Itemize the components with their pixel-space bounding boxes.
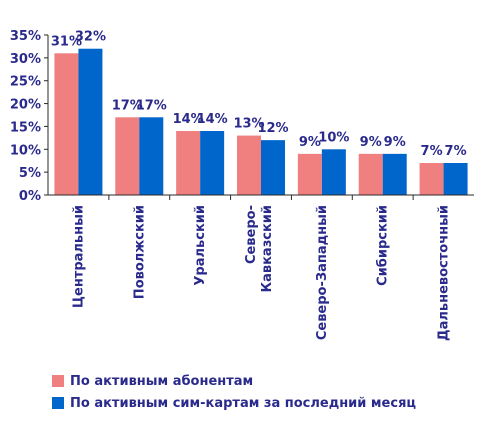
bar bbox=[443, 163, 468, 195]
y-tick-label: 30% bbox=[10, 52, 41, 67]
data-label: 14% bbox=[173, 112, 204, 127]
y-tick-label: 10% bbox=[10, 143, 41, 158]
data-label: 13% bbox=[233, 117, 264, 132]
data-label: 31% bbox=[51, 34, 82, 49]
bar bbox=[382, 153, 407, 195]
y-tick-label: 25% bbox=[10, 75, 41, 90]
bar bbox=[419, 163, 444, 195]
bar bbox=[139, 117, 164, 195]
data-label: 7% bbox=[445, 144, 467, 159]
data-labels: 31%32%17%17%14%14% 13%12%9%10% 9% 9%7% 7% bbox=[51, 30, 467, 159]
category-label-line: Северо- bbox=[244, 205, 259, 264]
category-label: Центральный bbox=[71, 205, 86, 308]
category-label-line: Уральский bbox=[193, 205, 208, 286]
legend-label-active-sim-cards: По активным сим-картам за последний меся… bbox=[70, 395, 417, 411]
data-label: 12% bbox=[257, 121, 288, 136]
bar bbox=[261, 140, 285, 195]
data-label: 7% bbox=[421, 144, 443, 159]
bar bbox=[237, 135, 261, 195]
data-label: 9% bbox=[384, 135, 406, 150]
category-label-line: Дальневосточный bbox=[437, 205, 452, 341]
x-axis: Центральный Поволжский Уральский Северо-Кав… bbox=[48, 194, 474, 341]
legend-swatch-active-subscribers bbox=[52, 375, 64, 387]
bar bbox=[176, 131, 201, 195]
category-label: Северо-Западный bbox=[315, 205, 330, 340]
category-label: Поволжский bbox=[132, 205, 147, 299]
legend-label-active-subscribers: По активным абонентам bbox=[70, 373, 254, 389]
bars bbox=[54, 48, 468, 196]
category-label: Дальневосточный bbox=[437, 205, 452, 341]
bar bbox=[297, 153, 322, 195]
category-label-line: Сибирский bbox=[376, 205, 391, 286]
bar bbox=[358, 153, 383, 195]
y-tick-label: 35% bbox=[10, 29, 41, 44]
category-label-line: Северо-Западный bbox=[315, 205, 330, 340]
y-axis: 0% 5% 10% 15% 20% 25% 30% 35% bbox=[10, 29, 49, 204]
y-tick-label: 15% bbox=[10, 120, 41, 135]
y-tick-label: 20% bbox=[10, 98, 41, 113]
data-label: 14% bbox=[197, 112, 228, 127]
category-label: Уральский bbox=[193, 205, 208, 286]
legend: По активным абонентам По активным сим-ка… bbox=[52, 370, 416, 414]
category-label-line: Центральный bbox=[71, 205, 86, 308]
data-label: 9% bbox=[299, 135, 321, 150]
data-label: 10% bbox=[318, 130, 349, 145]
bar bbox=[54, 53, 79, 196]
category-label-line: Поволжский bbox=[132, 205, 147, 299]
data-label: 17% bbox=[136, 98, 167, 113]
bar bbox=[115, 117, 140, 195]
legend-item-active-subscribers: По активным абонентам bbox=[52, 370, 416, 392]
y-tick-label: 5% bbox=[19, 166, 41, 181]
legend-swatch-active-sim-cards bbox=[52, 397, 64, 409]
data-label: 32% bbox=[75, 30, 106, 45]
bar bbox=[321, 149, 346, 195]
bar bbox=[200, 131, 225, 195]
legend-item-active-sim-cards: По активным сим-картам за последний меся… bbox=[52, 392, 416, 414]
data-label: 17% bbox=[112, 98, 143, 113]
data-label: 9% bbox=[360, 135, 382, 150]
category-label: Северо-Кавказский bbox=[244, 205, 275, 293]
category-label: Сибирский bbox=[376, 205, 391, 286]
y-tick-label: 0% bbox=[19, 189, 41, 204]
bar bbox=[78, 48, 103, 195]
category-label-line: Кавказский bbox=[260, 205, 275, 293]
